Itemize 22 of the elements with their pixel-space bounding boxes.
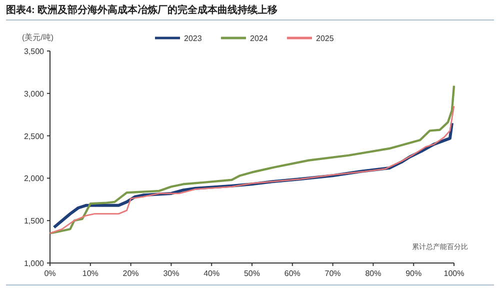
x-tick-label: 80% [365, 269, 382, 278]
x-tick-label: 30% [163, 269, 180, 278]
y-tick-label: 3,000 [24, 89, 45, 98]
x-tick-label: 40% [204, 269, 220, 278]
y-tick-label: 3,500 [24, 47, 45, 56]
x-tick-label: 70% [324, 269, 341, 278]
x-tick-label: 60% [284, 269, 300, 278]
x-tick-label: 0% [44, 269, 56, 278]
legend-label: 2024 [250, 34, 268, 43]
x-tick-label: 10% [82, 269, 98, 278]
legend-label: 2023 [184, 34, 202, 43]
legend-label: 2025 [316, 34, 334, 43]
y-axis-title: (美元/吨) [22, 33, 54, 42]
y-tick-label: 1,000 [24, 259, 45, 268]
y-tick-label: 2,500 [24, 132, 45, 141]
x-tick-label: 50% [244, 269, 260, 278]
x-tick-label: 20% [122, 269, 139, 278]
x-tick-label: 90% [406, 269, 422, 278]
x-tick-label: 100% [444, 269, 464, 278]
y-tick-label: 2,000 [24, 174, 45, 184]
chart-title: 图表4: 欧洲及部分海外高成本冶炼厂的完全成本曲线持续上移 [6, 4, 278, 16]
y-tick-label: 1,500 [24, 216, 45, 226]
